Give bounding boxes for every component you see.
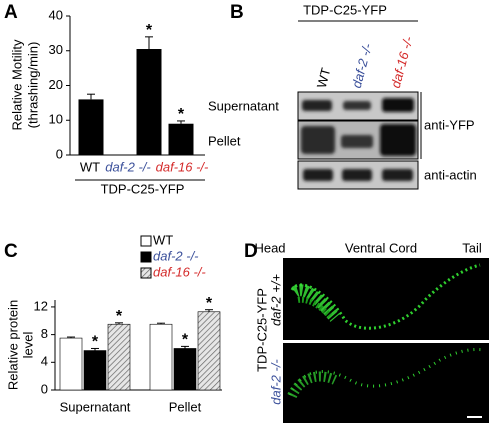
x-tick-label: Pellet <box>169 399 202 414</box>
lane-label: WT <box>314 66 334 89</box>
group-label: TDP-C25-YFP <box>101 181 185 196</box>
y-tick-label: 10 <box>49 112 63 127</box>
panel-letter: B <box>230 2 244 23</box>
bar <box>136 49 162 156</box>
y-tick-label: 0 <box>41 381 48 396</box>
y-axis-label: Relative protein <box>5 300 20 390</box>
y-tick-label: 0 <box>56 146 63 161</box>
genotype-label: daf-2 -/- <box>268 359 283 405</box>
micrograph <box>283 258 489 423</box>
y-tick-label: 12 <box>34 298 48 313</box>
legend-swatch <box>140 235 152 247</box>
bar <box>59 337 83 391</box>
strain-label: TDP-C25-YFP <box>254 288 269 372</box>
y-tick-label: 40 <box>49 7 63 22</box>
significance: * <box>116 308 123 325</box>
y-tick-label: 30 <box>49 42 63 57</box>
significance: * <box>178 106 185 123</box>
legend-label: daf-2 -/- <box>153 248 199 263</box>
legend-swatch <box>140 267 152 279</box>
legend-label: daf-16 -/- <box>153 264 206 279</box>
x-tick-label: WT <box>80 159 100 174</box>
legend-swatch <box>140 251 152 263</box>
legend-label: WT <box>153 232 173 247</box>
y-tick-label: 4 <box>41 354 48 369</box>
blot-row-label: Pellet <box>208 133 241 148</box>
y-axis-label: (thrashing/min) <box>25 42 40 129</box>
antibody-label: anti-YFP <box>424 117 475 132</box>
x-tick-label: daf-2 -/- <box>105 159 151 174</box>
lane-label: daf-16 -/- <box>388 34 416 89</box>
significance: * <box>146 22 153 39</box>
lane-label: daf-2 -/- <box>349 41 375 89</box>
panel-letter: C <box>4 241 18 262</box>
panel-letter: D <box>244 241 258 262</box>
significance: * <box>92 334 99 351</box>
x-tick-label: daf-16 -/- <box>156 159 209 174</box>
region-label: Ventral Cord <box>345 240 417 255</box>
y-axis-label: level <box>20 332 35 359</box>
bar <box>197 311 221 391</box>
region-label: Tail <box>462 240 482 255</box>
bar <box>78 99 104 155</box>
genotype-label: daf-2 +/+ <box>268 274 283 326</box>
region-label: Head <box>254 240 285 255</box>
y-tick-label: 20 <box>49 77 63 92</box>
blot-image <box>297 91 419 190</box>
y-axis-label: Relative Motility <box>9 39 24 131</box>
bar <box>173 348 197 391</box>
blot-row-label: Supernatant <box>208 98 279 113</box>
antibody-label: anti-actin <box>424 167 477 182</box>
bar <box>149 323 173 391</box>
x-tick-label: Supernatant <box>60 399 131 414</box>
panel-letter: A <box>4 2 18 23</box>
blot-header: TDP-C25-YFP <box>303 2 387 17</box>
y-tick-label: 8 <box>41 326 48 341</box>
significance: * <box>206 295 213 312</box>
significance: * <box>182 332 189 349</box>
bar <box>83 350 107 391</box>
bar <box>168 123 194 155</box>
bar <box>107 323 131 391</box>
